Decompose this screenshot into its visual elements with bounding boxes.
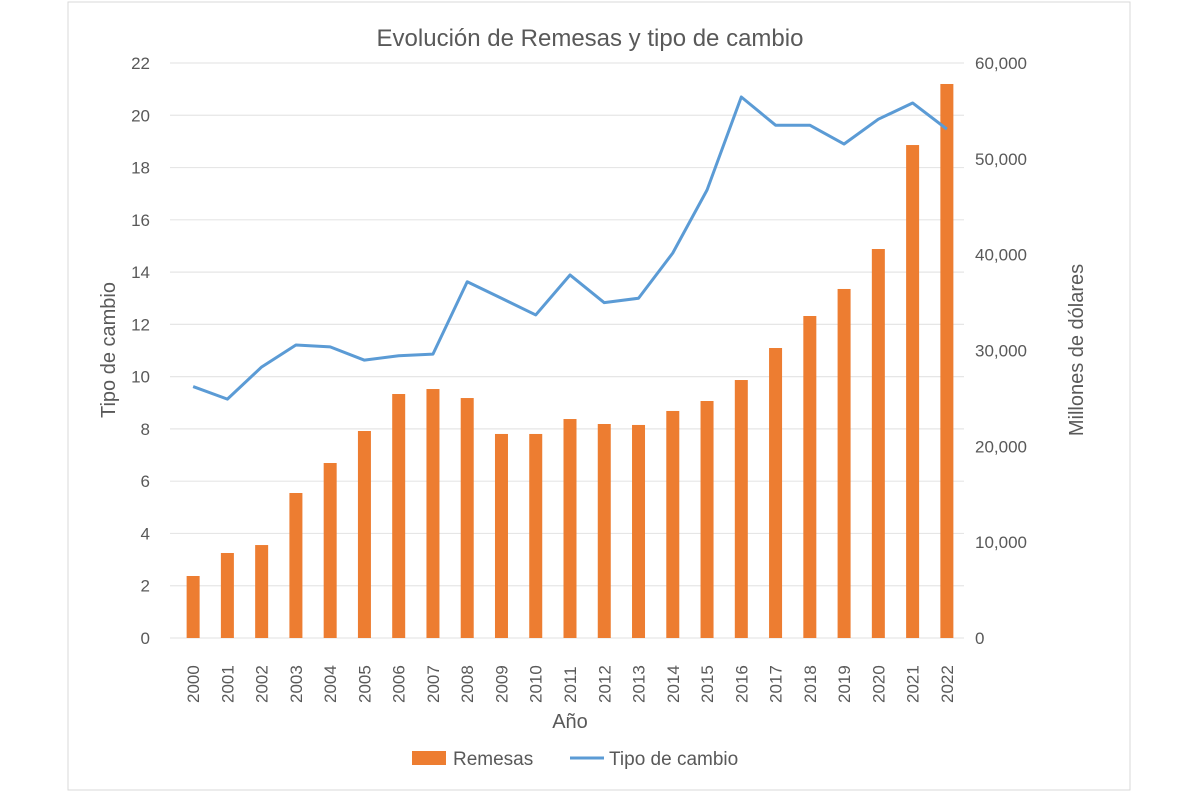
x-tick-label: 2007	[424, 665, 443, 703]
x-axis-ticks: 2000 2001 2002 2003 2004 2005 2006 2007 2008 2009…	[184, 665, 957, 703]
right-tick-label: 30,000	[975, 342, 1027, 361]
bar-remesas-2012	[597, 424, 611, 638]
bar-remesas-2005	[357, 431, 371, 638]
x-tick-label: 2000	[184, 665, 203, 703]
bar-remesas-2001	[220, 552, 234, 638]
left-tick-label: 12	[131, 315, 150, 334]
x-tick-label: 2002	[253, 665, 272, 703]
right-tick-label: 20,000	[975, 437, 1027, 456]
left-tick-label: 18	[131, 159, 150, 178]
x-tick-label: 2018	[801, 665, 820, 703]
bar-remesas-2000	[186, 575, 200, 638]
legend: Remesas Tipo de cambio	[412, 749, 738, 770]
right-axis-label: Millones de dólares	[1066, 264, 1088, 436]
bar-remesas-2016	[734, 380, 748, 638]
bar-remesas-2011	[563, 419, 577, 638]
x-tick-label: 2008	[458, 665, 477, 703]
bar-remesas-2019	[837, 288, 851, 638]
remesas-bars	[186, 83, 954, 639]
left-tick-label: 16	[131, 211, 150, 230]
x-tick-label: 2010	[527, 665, 546, 703]
right-tick-label: 50,000	[975, 150, 1027, 169]
x-tick-label: 2012	[595, 665, 614, 703]
left-tick-label: 20	[131, 106, 150, 125]
x-tick-label: 2013	[630, 665, 649, 703]
tipo-de-cambio-line	[192, 95, 948, 401]
x-tick-label: 2015	[698, 665, 717, 703]
left-tick-label: 2	[141, 577, 150, 596]
bar-remesas-2017	[769, 348, 783, 638]
x-tick-label: 2011	[561, 666, 580, 703]
bar-remesas-2022	[940, 83, 954, 639]
right-tick-label: 40,000	[975, 246, 1027, 265]
bar-remesas-2014	[666, 410, 680, 638]
chart-title: Evolución de Remesas y tipo de cambio	[377, 25, 804, 52]
bar-remesas-2020	[871, 249, 885, 638]
x-tick-label: 2021	[904, 665, 923, 703]
left-tick-label: 4	[141, 524, 150, 543]
bar-remesas-2006	[392, 394, 406, 638]
x-tick-label: 2005	[355, 665, 374, 703]
bar-remesas-2003	[289, 493, 303, 638]
bar-remesas-2002	[255, 545, 269, 638]
x-tick-label: 2006	[390, 665, 409, 703]
bar-remesas-2015	[700, 401, 714, 638]
bar-remesas-2021	[906, 145, 920, 639]
bar-remesas-2013	[632, 424, 646, 638]
x-tick-label: 2009	[492, 665, 511, 703]
x-tick-label: 2014	[664, 665, 683, 703]
x-tick-label: 2020	[869, 665, 888, 703]
legend-swatch-remesas	[412, 751, 446, 765]
right-axis-ticks: 0 10,000 20,000 30,000 40,000 50,000 60,000	[975, 54, 1027, 648]
bar-remesas-2010	[529, 433, 543, 638]
bar-remesas-2009	[494, 433, 508, 638]
x-tick-label: 2017	[767, 665, 786, 703]
x-axis-label: Año	[552, 711, 588, 733]
x-tick-label: 2022	[938, 665, 957, 703]
left-tick-label: 22	[131, 54, 150, 73]
x-tick-label: 2019	[835, 665, 854, 703]
legend-label-remesas: Remesas	[453, 749, 533, 770]
right-tick-label: 10,000	[975, 533, 1027, 552]
left-axis-ticks: 0 2 4 6 8 10 12 14 16 18 20 22	[131, 54, 150, 648]
x-tick-label: 2016	[732, 665, 751, 703]
legend-label-tipo-de-cambio: Tipo de cambio	[609, 749, 738, 770]
left-tick-label: 6	[141, 472, 150, 491]
bar-remesas-2007	[426, 389, 440, 638]
left-tick-label: 8	[141, 420, 150, 439]
x-tick-label: 2004	[321, 665, 340, 703]
left-tick-label: 14	[131, 263, 150, 282]
bar-remesas-2018	[803, 316, 817, 638]
x-tick-label: 2003	[287, 665, 306, 703]
left-tick-label: 0	[141, 629, 150, 648]
x-tick-label: 2001	[218, 665, 237, 703]
left-axis-label: Tipo de cambio	[98, 282, 120, 418]
right-tick-label: 0	[975, 629, 984, 648]
bar-remesas-2004	[323, 463, 337, 638]
bar-remesas-2008	[460, 398, 474, 638]
left-tick-label: 10	[131, 368, 150, 387]
right-tick-label: 60,000	[975, 54, 1027, 73]
